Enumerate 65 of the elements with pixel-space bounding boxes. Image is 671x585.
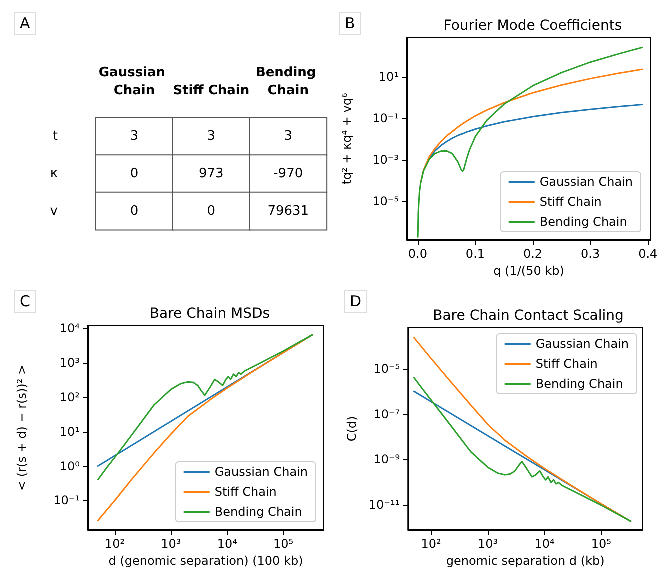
line-series — [417, 46, 644, 238]
x-tick-label: 10⁴ — [534, 537, 555, 551]
y-tick-label: 10⁻¹ — [54, 494, 80, 508]
data-label: 0 — [130, 204, 139, 219]
y-tick-label: 10⁻¹ — [372, 112, 400, 126]
text: D — [350, 292, 362, 310]
legend-label: Stiff Chain — [536, 357, 598, 371]
legend-label: Gaussian Chain — [540, 175, 634, 189]
legend-label: Bending Chain — [540, 215, 628, 229]
x-tick-label: 0.1 — [466, 247, 486, 261]
x-tick-label: Stiff Chain — [173, 84, 250, 98]
x-tick-label: Gaussian Chain — [98, 66, 170, 98]
x-tick-label: 10⁵ — [591, 537, 612, 551]
y-tick-label: 10⁻¹¹ — [368, 498, 400, 512]
y-tick-label: t — [52, 129, 58, 144]
y-tick-label: 10¹ — [60, 424, 80, 439]
x-tick-label: 10³ — [478, 537, 498, 551]
x-tick-label: Bending Chain — [256, 66, 321, 98]
legend-label: Gaussian Chain — [214, 465, 308, 479]
x-tick-label: 10⁴ — [217, 537, 238, 551]
chart-title: Bare Chain Contact Scaling — [433, 308, 624, 324]
data-label: 3 — [130, 129, 139, 144]
x-tick-label: 10³ — [161, 537, 182, 551]
y-tick-label: 10⁰ — [60, 459, 80, 474]
y-axis-title: < (r(s + d) − r(s))² > — [15, 365, 29, 491]
text: B — [345, 14, 356, 32]
legend-label: Bending Chain — [536, 377, 624, 391]
y-tick-label: κ — [50, 166, 58, 182]
y-tick-label: v — [50, 204, 58, 219]
y-tick-label: 10⁻⁵ — [374, 362, 400, 376]
data-label: 3 — [207, 129, 216, 144]
y-tick-label: 10⁻⁹ — [374, 452, 400, 467]
chart-title: Fourier Mode Coefficients — [444, 18, 622, 34]
data-label: 79631 — [268, 204, 310, 219]
y-tick-label: 10⁻⁵ — [372, 194, 400, 209]
chart-title: Bare Chain MSDs — [150, 306, 270, 322]
y-axis-title: tq² + κq⁴ + vq⁶ — [340, 93, 354, 185]
y-tick-label: 10¹ — [378, 70, 400, 84]
legend-label: Stiff Chain — [214, 485, 277, 499]
text: C — [20, 292, 30, 310]
y-tick-label: 10⁴ — [60, 322, 80, 336]
x-tick-label: 10⁵ — [274, 537, 294, 551]
text: A — [20, 14, 31, 32]
x-tick-label: 0.2 — [523, 247, 543, 261]
legend-label: Gaussian Chain — [536, 337, 630, 351]
x-tick-label: 10² — [104, 537, 126, 551]
x-tick-label: 0.3 — [581, 247, 600, 261]
data-label: 973 — [199, 166, 224, 182]
x-tick-label: 10² — [421, 537, 442, 551]
data-label: -970 — [274, 166, 304, 182]
y-tick-label: 10³ — [60, 356, 80, 370]
y-axis-title: C(d) — [345, 416, 359, 442]
x-axis-title: d (genomic separation) (100 kb) — [108, 554, 304, 568]
legend-label: Stiff Chain — [540, 195, 602, 209]
x-axis-title: genomic separation d (kb) — [446, 554, 605, 568]
data-label: 0 — [130, 166, 139, 182]
legend-label: Bending Chain — [214, 505, 302, 519]
x-tick-label: 0.0 — [408, 247, 428, 261]
data-label: 3 — [284, 129, 292, 144]
y-tick-label: 10² — [60, 390, 80, 404]
x-tick-label: 0.4 — [638, 247, 658, 261]
x-axis-title: q (1/(50 kb) — [494, 264, 564, 278]
y-tick-label: 10⁻⁷ — [374, 407, 400, 422]
data-label: 0 — [207, 204, 216, 219]
y-tick-label: 10⁻³ — [372, 153, 400, 168]
